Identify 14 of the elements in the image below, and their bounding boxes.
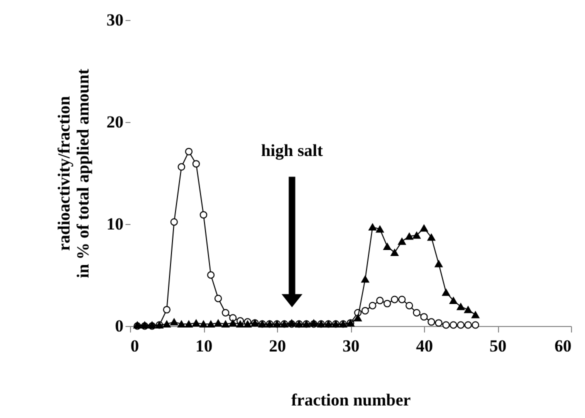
x-tick-label: 40 <box>416 336 433 356</box>
x-tick-label: 50 <box>490 336 506 356</box>
x-axis-title: fraction number <box>291 390 412 410</box>
annotation: high salt <box>261 141 324 160</box>
x-tick-label: 60 <box>554 336 572 356</box>
x-tick-label: 30 <box>342 336 360 356</box>
y-tick-label: 30 <box>106 10 124 30</box>
y-tick-label: 0 <box>115 316 124 336</box>
y-axis-title: radioactivity/fraction in % of total applied amount <box>54 68 92 278</box>
y-tick-label: 10 <box>106 214 124 234</box>
x-tick-label: 10 <box>196 336 212 356</box>
x-tick-label: 20 <box>269 336 286 356</box>
y-tick-label: 20 <box>106 112 124 132</box>
x-tick-label: 0 <box>130 336 139 356</box>
